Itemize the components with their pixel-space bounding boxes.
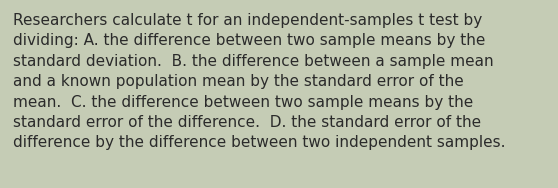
Text: Researchers calculate t for an independent-samples t test by
dividing: A. the di: Researchers calculate t for an independe…	[13, 13, 506, 150]
